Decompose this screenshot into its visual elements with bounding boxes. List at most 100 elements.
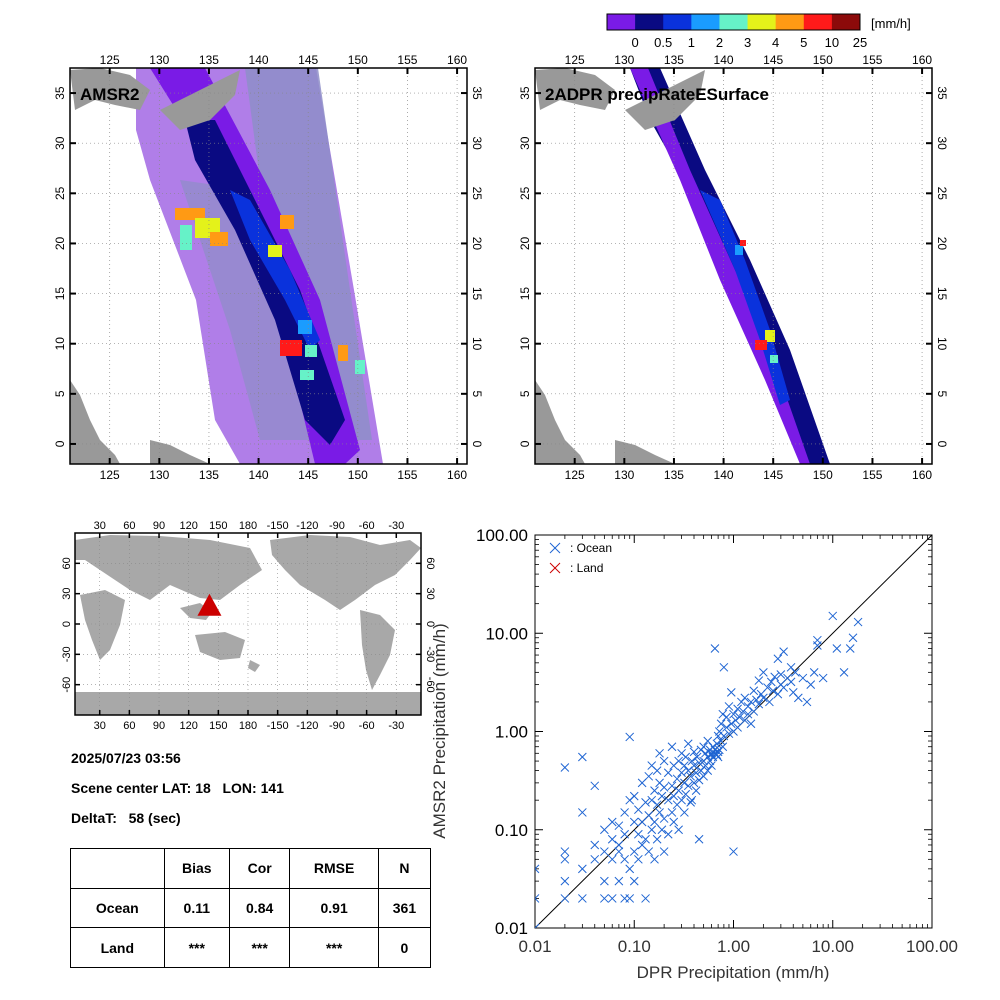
- marker-stroke: [708, 742, 718, 752]
- marker-stroke: [590, 781, 600, 791]
- ocean-point: [809, 667, 819, 677]
- marker-stroke: [652, 834, 662, 844]
- ocean-point: [659, 847, 669, 856]
- marker-stroke: [652, 800, 662, 810]
- marker-stroke: [779, 647, 788, 656]
- colorbar-swatch: [635, 14, 664, 30]
- colorbar-label: 25: [853, 35, 867, 50]
- table-header-cell: Cor: [228, 848, 291, 889]
- marker-stroke: [788, 688, 798, 697]
- marker-stroke: [726, 719, 736, 729]
- table-cell: ***: [289, 927, 379, 968]
- marker-stroke: [655, 748, 664, 758]
- ocean-point: [786, 677, 796, 687]
- lon-tick-label: 150: [209, 720, 227, 732]
- marker-stroke: [813, 641, 822, 650]
- ocean-point: [681, 752, 691, 762]
- marker-stroke: [735, 712, 744, 722]
- lon-tick-label: 150: [813, 53, 833, 67]
- ocean-point: [828, 611, 838, 621]
- lon-tick-label: 145: [763, 53, 783, 67]
- land-mass: [535, 380, 585, 464]
- lon-tick-label: 160: [447, 53, 467, 67]
- lon-tick-label: 30: [94, 720, 106, 732]
- lon-tick-label: 90: [153, 520, 165, 532]
- lat-tick-label: 20: [935, 237, 949, 251]
- marker-stroke: [560, 876, 570, 886]
- ocean-point: [607, 817, 617, 827]
- marker-stroke: [689, 747, 699, 757]
- ocean-point: [687, 756, 697, 766]
- x-tick-label: 0.01: [518, 937, 551, 956]
- table-cell: 0.91: [289, 887, 379, 929]
- marker-stroke: [634, 829, 643, 839]
- marker-stroke: [672, 774, 682, 784]
- marker-stroke: [663, 768, 673, 778]
- ocean-point: [779, 683, 788, 692]
- marker-stroke: [647, 795, 657, 805]
- marker-stroke: [659, 756, 669, 766]
- lon-tick-label: -150: [267, 720, 289, 732]
- lon-tick-label: 180: [239, 520, 257, 532]
- ocean-point: [689, 778, 699, 788]
- ocean-point: [743, 702, 753, 711]
- colorbar-swatch: [663, 14, 692, 30]
- lat-tick-label: -30: [61, 646, 73, 662]
- ocean-point: [652, 800, 662, 810]
- ocean-point: [655, 748, 664, 758]
- lat-tick-label: 15: [935, 287, 949, 301]
- marker-stroke: [641, 834, 650, 844]
- dpr-map-panel: 1251251301301351351401401451451501501551…: [518, 53, 949, 482]
- marker-stroke: [798, 673, 808, 683]
- ocean-point: [535, 864, 540, 874]
- ocean-point: [719, 662, 729, 672]
- table-cell: 361: [377, 887, 432, 929]
- marker-stroke: [590, 854, 600, 864]
- colorbar: 0 0.5 1 2 3 4 5 10 25 [mm/h]: [606, 13, 911, 50]
- ocean-point: [578, 894, 587, 903]
- marker-stroke: [716, 736, 726, 746]
- ocean-point: [687, 795, 697, 805]
- lon-tick-label: 135: [664, 468, 684, 482]
- marker-stroke: [726, 688, 736, 697]
- marker-stroke: [663, 829, 673, 839]
- table-header-row: Bias Cor RMSE N: [70, 848, 432, 889]
- lon-tick-label: 120: [180, 520, 198, 532]
- lat-tick-label: 5: [53, 390, 67, 397]
- ocean-point: [590, 854, 600, 864]
- lon-tick-label: 130: [614, 53, 634, 67]
- lat-tick-label: 60: [424, 557, 436, 569]
- marker-stroke: [641, 894, 650, 903]
- marker-stroke: [694, 834, 704, 844]
- lon-tick-label: 120: [180, 720, 198, 732]
- marker-stroke: [733, 704, 742, 714]
- colorbar-swatch: [719, 14, 749, 30]
- ocean-point: [746, 697, 756, 707]
- lon-tick-label: 145: [298, 468, 318, 482]
- colorbar-swatch: [803, 14, 833, 30]
- ocean-point: [798, 673, 808, 683]
- marker-stroke: [659, 814, 669, 823]
- ocean-point: [607, 894, 617, 903]
- lat-tick-label: 30: [61, 588, 73, 600]
- lat-tick-label: 25: [53, 186, 67, 200]
- colorbar-swatches: [607, 14, 861, 30]
- ocean-point: [560, 894, 570, 903]
- dpr-rain-patch: [755, 340, 767, 350]
- marker-stroke: [614, 876, 624, 886]
- ocean-point: [650, 854, 659, 864]
- marker-stroke: [710, 644, 720, 653]
- scatter-axes: 0.01 0.10 1.00 10.00 100.00 0.01 0.10 1.00 10.00…: [476, 526, 958, 956]
- lat-tick-label: 35: [935, 86, 949, 100]
- x-tick-label: 10.00: [811, 937, 854, 956]
- marker-stroke: [644, 811, 654, 820]
- ocean-point: [634, 854, 643, 864]
- x-axis-label: DPR Precipitation (mm/h): [637, 963, 830, 982]
- lon-tick-label: -120: [296, 520, 318, 532]
- lon-tick-label: 135: [664, 53, 684, 67]
- marker-stroke: [793, 693, 803, 703]
- ocean-point: [667, 781, 677, 791]
- marker-stroke: [828, 611, 838, 621]
- marker-stroke: [710, 745, 720, 755]
- ocean-point: [669, 817, 679, 827]
